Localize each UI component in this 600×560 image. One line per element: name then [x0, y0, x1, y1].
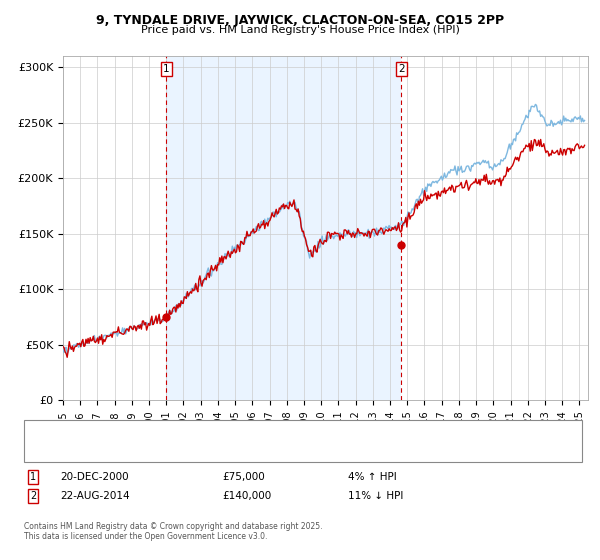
- Text: 2: 2: [398, 64, 404, 74]
- Text: 2: 2: [30, 491, 36, 501]
- Text: 20-DEC-2000: 20-DEC-2000: [60, 472, 128, 482]
- Text: 11% ↓ HPI: 11% ↓ HPI: [348, 491, 403, 501]
- Text: 4% ↑ HPI: 4% ↑ HPI: [348, 472, 397, 482]
- Text: £140,000: £140,000: [222, 491, 271, 501]
- Text: 22-AUG-2014: 22-AUG-2014: [60, 491, 130, 501]
- Bar: [166, 56, 401, 400]
- Text: 9, TYNDALE DRIVE, JAYWICK, CLACTON-ON-SEA, CO15 2PP: 9, TYNDALE DRIVE, JAYWICK, CLACTON-ON-SE…: [96, 14, 504, 27]
- Text: HPI: Average price, semi-detached house, Tendring: HPI: Average price, semi-detached house,…: [72, 446, 303, 455]
- Text: 1: 1: [30, 472, 36, 482]
- Text: Price paid vs. HM Land Registry's House Price Index (HPI): Price paid vs. HM Land Registry's House …: [140, 25, 460, 35]
- Text: £75,000: £75,000: [222, 472, 265, 482]
- Text: 9, TYNDALE DRIVE, JAYWICK, CLACTON-ON-SEA, CO15 2PP (semi-detached house): 9, TYNDALE DRIVE, JAYWICK, CLACTON-ON-SE…: [72, 427, 441, 436]
- Text: Contains HM Land Registry data © Crown copyright and database right 2025.
This d: Contains HM Land Registry data © Crown c…: [24, 522, 323, 542]
- Text: 1: 1: [163, 64, 170, 74]
